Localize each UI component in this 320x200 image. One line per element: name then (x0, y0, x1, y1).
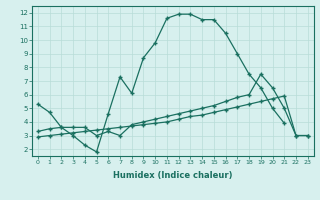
X-axis label: Humidex (Indice chaleur): Humidex (Indice chaleur) (113, 171, 233, 180)
